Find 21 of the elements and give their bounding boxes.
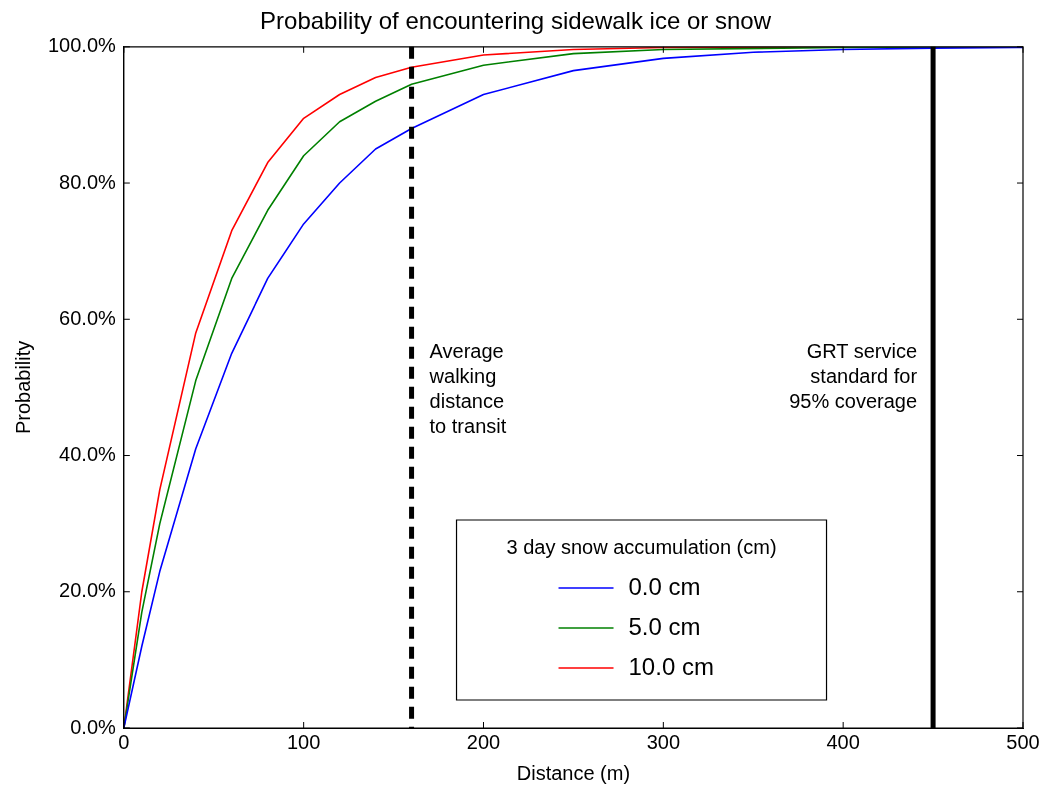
chart-title: Probability of encountering sidewalk ice or snow — [260, 7, 772, 35]
y-tick-label: 0.0% — [70, 715, 117, 738]
legend-title: 3 day snow accumulation (cm) — [506, 535, 777, 558]
y-tick-label: 40.0% — [59, 443, 117, 466]
x-tick-label: 500 — [1006, 730, 1040, 753]
y-tick-label: 60.0% — [59, 306, 117, 329]
legend-label: 5.0 cm — [628, 612, 701, 640]
y-axis-title: Probability — [11, 340, 34, 435]
x-tick-label: 100 — [286, 730, 321, 753]
x-tick-label: 300 — [646, 730, 681, 753]
x-tick-label: 0 — [118, 730, 130, 753]
ref-line-label: Average walking distance to transit — [428, 340, 507, 438]
x-axis-title: Distance (m) — [516, 761, 631, 784]
y-tick-label: 80.0% — [59, 170, 117, 193]
legend-label: 10.0 cm — [628, 652, 714, 680]
x-tick-label: 200 — [466, 730, 501, 753]
y-tick-label: 100.0% — [47, 34, 117, 57]
ref-line-label: GRT service standard for 95% coverage — [789, 340, 918, 413]
y-tick-label: 20.0% — [59, 579, 117, 602]
legend-label: 0.0 cm — [628, 572, 701, 600]
x-tick-label: 400 — [826, 730, 860, 753]
